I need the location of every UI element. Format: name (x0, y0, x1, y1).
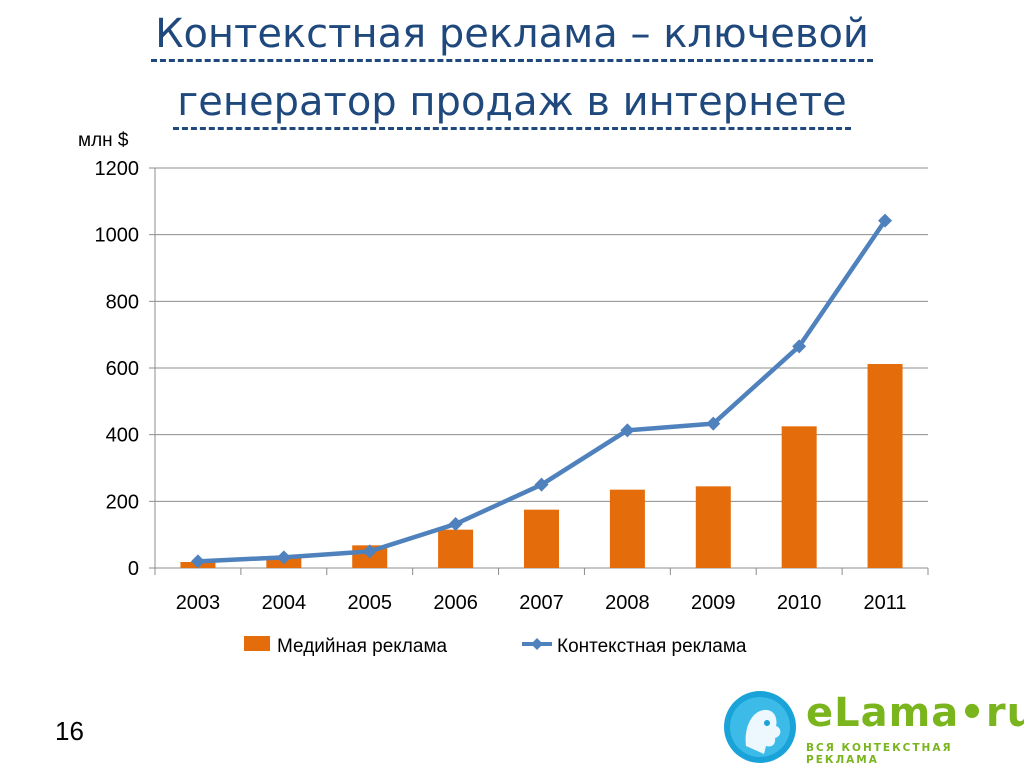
bar (695, 486, 731, 568)
x-tick-label: 2003 (176, 592, 221, 614)
legend-label-line: Контекстная реклама (557, 636, 747, 657)
x-tick-label: 2008 (605, 592, 650, 614)
line-point (190, 554, 205, 569)
bar (867, 364, 903, 568)
legend-swatch-bar (244, 636, 270, 651)
x-tick-label: 2011 (864, 592, 907, 614)
slide-title: Контекстная реклама – ключевой генератор… (0, 0, 1024, 136)
x-tick-label: 2006 (433, 592, 478, 614)
bar (781, 426, 817, 568)
page-number: 16 (55, 716, 84, 746)
bar (609, 489, 645, 568)
line-point (792, 339, 807, 354)
y-unit-label: млн $ (78, 130, 129, 151)
line-point (620, 423, 635, 438)
x-tick-label: 2007 (519, 592, 564, 614)
bar (438, 529, 474, 568)
legend-label-bar: Медийная реклама (277, 636, 448, 657)
line-point (362, 544, 377, 559)
line-point (276, 550, 291, 565)
x-tick-label: 2004 (262, 592, 307, 614)
slide-title-line-1: Контекстная реклама – ключевой (151, 9, 873, 62)
line-point (878, 213, 893, 228)
x-tick-label: 2010 (777, 592, 822, 614)
logo-tagline: ВСЯ КОНТЕКСТНАЯ РЕКЛАМА (806, 742, 953, 766)
y-tick-label: 0 (128, 558, 139, 580)
logo-wordmark: eLama•ru (806, 690, 1024, 736)
slide-title-line-2: генератор продаж в интернете (173, 77, 851, 130)
line-point (706, 416, 721, 431)
elama-logo-icon (724, 691, 796, 763)
chart: 0 200 400 600 800 1000 1200 млн $ 2003 2004 2005 20… (78, 130, 929, 657)
y-tick-label: 600 (106, 358, 139, 380)
y-tick-label: 200 (106, 491, 139, 513)
y-tick-label: 800 (106, 291, 139, 313)
bar (524, 509, 559, 568)
line-point (448, 517, 463, 531)
x-tick-label: 2009 (691, 592, 736, 614)
legend-swatch-marker (531, 638, 543, 650)
line-point (534, 477, 549, 492)
y-tick-label: 1200 (95, 158, 140, 180)
y-tick-label: 400 (106, 425, 139, 447)
x-tick-label: 2005 (347, 592, 392, 614)
elama-logo: eLama•ru ВСЯ КОНТЕКСТНАЯ РЕКЛАМА (720, 686, 1024, 766)
y-tick-label: 1000 (95, 225, 140, 247)
